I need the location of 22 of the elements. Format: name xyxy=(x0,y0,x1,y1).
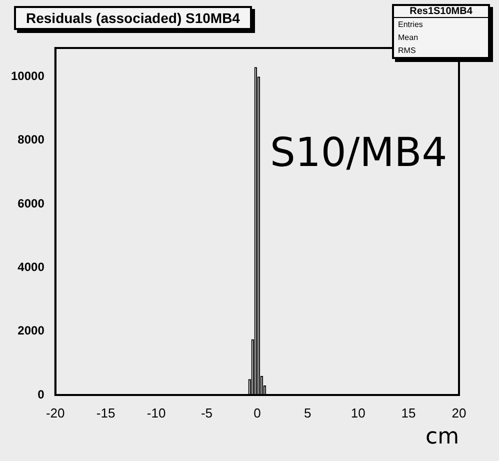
chart-title: Residuals (associaded) S10MB4 xyxy=(14,6,252,30)
x-tick-label: 10 xyxy=(350,405,366,420)
y-tick-label: 2000 xyxy=(18,324,45,338)
y-tick-label: 4000 xyxy=(18,260,45,274)
y-tick-label: 6000 xyxy=(18,196,45,210)
x-tick-label: -20 xyxy=(46,405,65,420)
text: Res1S10MB4 xyxy=(394,6,488,18)
x-axis-title: cm xyxy=(425,424,459,450)
text: Mean xyxy=(397,32,420,44)
text: Entries xyxy=(397,19,424,31)
x-tick-label: -5 xyxy=(200,405,213,420)
x-tick-label: 5 xyxy=(304,405,312,420)
x-tick-label: -10 xyxy=(146,405,166,420)
y-tick-label: 8000 xyxy=(18,132,45,147)
annotation: S10/MB4 xyxy=(270,130,448,176)
y-tick-label: 0 xyxy=(38,387,45,402)
y-tick-label: 10000 xyxy=(10,68,45,83)
x-tick-label: 20 xyxy=(452,405,466,420)
x-tick-label: 0 xyxy=(254,405,261,420)
x-tick-label: 15 xyxy=(401,405,416,420)
x-tick-label: -15 xyxy=(96,405,116,420)
annotation: RMS xyxy=(397,45,417,57)
